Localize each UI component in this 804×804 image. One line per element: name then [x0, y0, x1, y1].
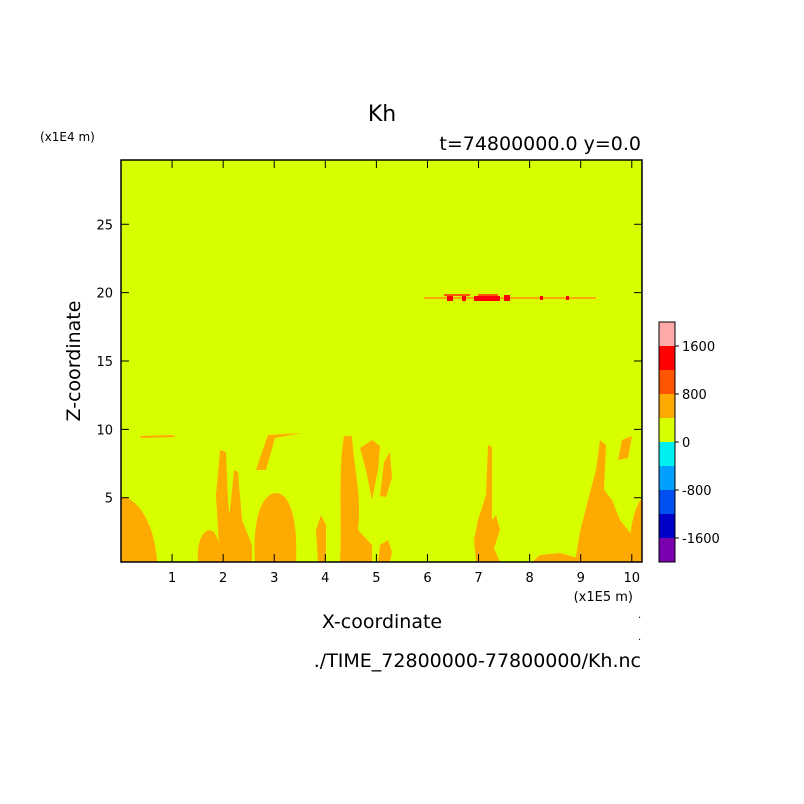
colorbar-swatch — [659, 418, 675, 442]
contour-streak-3 — [256, 433, 302, 470]
colorbar-swatch — [659, 346, 675, 370]
colorbar-swatch — [659, 370, 675, 394]
chart-subtitle: t=74800000.0 y=0.0 — [439, 133, 641, 155]
contour-cell-9 — [575, 440, 636, 562]
x-tick-label: 8 — [525, 571, 533, 586]
x-tick-label: 3 — [270, 571, 278, 586]
y-tick-label: 5 — [105, 492, 113, 507]
source-filename: ./TIME_72800000-77800000/Kh.nc — [314, 650, 641, 672]
x-tick-label: 1 — [168, 571, 176, 586]
contour-streak-left — [140, 435, 176, 438]
x-tick-label: 4 — [321, 571, 329, 586]
contour-cell-9b — [618, 436, 632, 460]
contour-blob-2 — [197, 530, 222, 562]
colorbar-swatch — [659, 322, 675, 346]
contour-blob-left — [121, 497, 157, 562]
colorbar-label: 1600 — [682, 340, 715, 355]
x-axis-label: X-coordinate — [322, 611, 442, 633]
x-scale-label: (x1E5 m) — [574, 590, 633, 605]
heatmap-field — [121, 160, 642, 562]
x-tick-label: 2 — [219, 571, 227, 586]
colorbar-swatch — [659, 514, 675, 538]
colorbar-swatch — [659, 466, 675, 490]
contour-blob-right — [629, 498, 642, 562]
colorbar-label: -1600 — [682, 532, 720, 547]
contour-cell-7b — [486, 515, 500, 548]
contour-blob-3 — [254, 493, 297, 562]
dot-mark: . — [638, 632, 641, 643]
colorbar-swatch — [659, 394, 675, 418]
contour-400-800 — [121, 433, 642, 562]
y-scale-label: (x1E4 m) — [40, 130, 95, 144]
contour-cell-7 — [474, 445, 500, 562]
contour-upper-mid — [444, 294, 498, 296]
chart-title: Kh — [368, 102, 396, 127]
contour-cell-4c — [360, 440, 380, 500]
colorbar-label: -800 — [682, 484, 712, 499]
x-tick-label: 10 — [624, 571, 641, 586]
colorbar-label: 0 — [682, 436, 690, 451]
colorbar-swatch — [659, 538, 675, 562]
x-axis: 1 2 3 4 5 6 7 8 9 10 — [168, 160, 640, 586]
colorbar-label: 800 — [682, 388, 707, 403]
colorbar: 1600 800 0 -800 -1600 — [658, 321, 720, 563]
y-axis-label: Z-coordinate — [63, 301, 85, 422]
x-tick-label: 5 — [372, 571, 380, 586]
contour-800-1600 — [424, 294, 596, 301]
contour-cell-4d — [378, 540, 392, 562]
x-tick-label: 9 — [577, 571, 585, 586]
background-level-fill — [121, 160, 642, 562]
dot-mark: . — [638, 610, 641, 621]
contour-cell-4e — [380, 452, 392, 497]
colorbar-swatch — [659, 490, 675, 514]
y-tick-label: 20 — [96, 287, 113, 302]
contour-filament-2b — [229, 470, 252, 562]
contour-cell-4 — [316, 515, 326, 562]
contour-upper-peaks — [447, 295, 569, 301]
contour-cell-8 — [532, 553, 578, 562]
x-tick-label: 7 — [474, 571, 482, 586]
colorbar-swatch — [659, 442, 675, 466]
y-tick-label: 25 — [96, 218, 113, 233]
y-tick-label: 10 — [96, 423, 113, 438]
contour-cell-4b — [340, 436, 372, 562]
y-axis: 5 10 15 20 25 — [96, 218, 642, 507]
x-tick-label: 6 — [423, 571, 431, 586]
y-tick-label: 15 — [96, 355, 113, 370]
